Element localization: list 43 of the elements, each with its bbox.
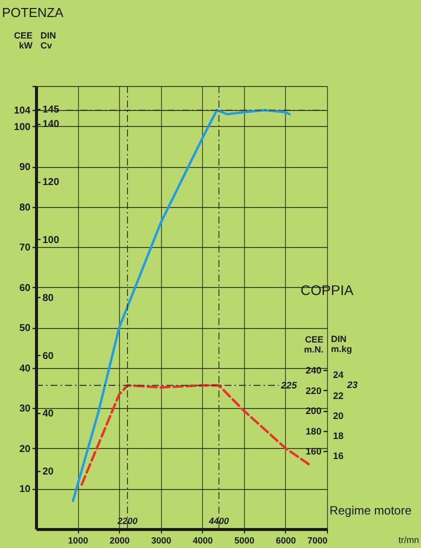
y-tick-label: 100 — [14, 122, 31, 133]
y2-axis-title: DIN Cv — [40, 30, 56, 50]
y2-tick-label: 40 — [42, 408, 54, 420]
text: DIN m.kg — [331, 334, 352, 354]
y3-tick-label: 160 — [306, 446, 322, 458]
y2-tick-label: 20 — [42, 466, 54, 478]
x-axis-title: Regime motore — [329, 504, 412, 518]
chart-title: POTENZA — [2, 5, 64, 20]
y2-tick-label: 120 — [42, 177, 60, 188]
y-tick-label: 104 — [14, 106, 31, 117]
y2-tick-label: 60 — [42, 350, 54, 362]
x-tick-label: 2000 — [110, 536, 130, 546]
ref-line-label: 4400 — [208, 516, 229, 526]
y3-tick-label: 200 — [306, 406, 322, 418]
x-tick-label: 3000 — [151, 536, 172, 546]
y-tick-label: 80 — [19, 202, 31, 214]
y-tick-label: 40 — [19, 363, 31, 374]
y-tick-label: 70 — [19, 242, 31, 254]
x-tick-label: 7000 — [307, 536, 328, 546]
x-tick-label: 5000 — [234, 536, 254, 546]
y3-tick-label: 180 — [306, 426, 322, 438]
y-tick-label: 20 — [19, 444, 31, 455]
text: 23 — [346, 380, 358, 391]
x-tick-label: 4000 — [192, 536, 213, 546]
y3-tick-label: 240 — [306, 366, 322, 377]
text: 24 — [333, 370, 344, 381]
x-tick-label: 1000 — [68, 536, 88, 546]
text: 22 — [333, 391, 344, 402]
y3-tick-label: 220 — [306, 386, 322, 397]
y2-tick-label: 100 — [42, 234, 60, 246]
text: 20 — [333, 411, 344, 422]
y-tick-label: 50 — [19, 323, 31, 334]
text: tr/mn — [398, 535, 419, 545]
text: 18 — [333, 431, 344, 442]
y-tick-label: 60 — [19, 282, 31, 294]
y-tick-label: 30 — [19, 404, 31, 415]
y-axis-title: CEE kW — [14, 30, 34, 50]
y-tick-label: 10 — [19, 484, 31, 496]
y2-tick-label: 80 — [42, 292, 54, 304]
y3-axis-title: CEE m.N. — [304, 334, 324, 354]
x-tick-label: 6000 — [276, 536, 296, 546]
y-tick-label: 90 — [19, 162, 31, 174]
text: 16 — [333, 451, 344, 462]
